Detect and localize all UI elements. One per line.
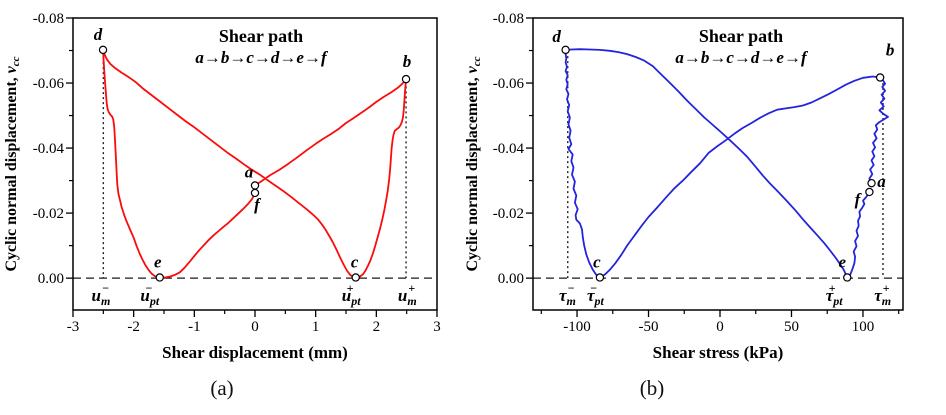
data-point-c-b — [595, 273, 605, 282]
shear-path-curve-b — [564, 48, 889, 279]
y-tick-label-a-3: -0.02 — [33, 206, 64, 222]
axis-annotation-b-3: τm+ — [874, 281, 891, 308]
x-tick-label-a-1: -2 — [127, 319, 140, 335]
data-point-d-b — [561, 45, 570, 55]
axis-annotation-a-2: upt+ — [342, 281, 361, 308]
data-point-e-b — [843, 273, 852, 282]
point-label-e-a: e — [154, 252, 162, 271]
data-point-a-b — [867, 178, 876, 188]
y-axis-title-a: Cyclic normal displacement, vcc — [3, 56, 22, 271]
point-label-e-b: e — [838, 252, 846, 271]
x-tick-label-b-4: 100 — [852, 319, 875, 335]
data-point-a-a — [250, 181, 260, 190]
point-label-c-b: c — [593, 252, 601, 271]
y-tick-label-b-4: 0.00 — [498, 271, 524, 287]
y-tick-label-b-2: -0.04 — [493, 141, 525, 157]
point-label-f-a: f — [254, 195, 262, 214]
y-tick-label-a-0: -0.08 — [33, 11, 64, 27]
x-axis-title-b: Shear stress (kPa) — [653, 343, 784, 362]
axis-annotation-b-2: τpt+ — [826, 281, 844, 308]
panel-b: -100 -50 0 50 100 -0.08 -0.06 -0.04 -0.02 0.00 a b c… — [464, 11, 904, 362]
data-point-f-a — [250, 188, 260, 198]
x-tick-label-b-1: -50 — [639, 319, 659, 335]
y-tick-label-b-3: -0.02 — [493, 206, 524, 222]
y-tick-label-a-4: 0.00 — [38, 271, 64, 287]
y-tick-label-b-0: -0.08 — [493, 11, 524, 27]
axis-annotation-b-0: τm− — [559, 281, 576, 308]
x-tick-label-a-3: 0 — [251, 319, 259, 335]
chart-subtitle-b: a→b→c→d→e→f — [675, 48, 809, 67]
x-tick-label-a-6: 3 — [433, 319, 441, 335]
point-label-c-a: c — [351, 252, 359, 271]
point-label-b-a: b — [403, 52, 412, 71]
shear-path-curve-a — [102, 49, 408, 279]
data-point-b-b — [875, 73, 885, 82]
x-tick-label-a-5: 2 — [373, 319, 381, 335]
point-label-d-b: d — [552, 27, 561, 46]
chart-subtitle-a: a→b→c→d→e→f — [195, 48, 329, 67]
axis-annotation-a-3: um+ — [398, 281, 417, 308]
x-tick-label-b-0: -100 — [563, 319, 591, 335]
point-label-f-b: f — [855, 190, 863, 209]
chart-title-a: Shear path — [219, 26, 303, 46]
chart-title-b: Shear path — [699, 26, 783, 46]
point-label-a-b: a — [877, 172, 886, 191]
x-tick-label-a-0: -3 — [67, 319, 80, 335]
axis-annotation-a-0: um− — [92, 281, 111, 308]
point-label-d-a: d — [94, 25, 103, 44]
data-point-b-a — [401, 74, 411, 84]
y-tick-label-b-1: -0.06 — [493, 76, 525, 92]
point-label-b-b: b — [886, 41, 895, 60]
data-point-c-a — [351, 273, 360, 282]
x-tick-label-a-2: -1 — [188, 319, 201, 335]
y-axis-title-b: Cyclic normal displacement, vcc — [464, 56, 483, 271]
x-tick-label-a-4: 1 — [312, 319, 320, 335]
x-tick-label-b-2: 0 — [716, 319, 724, 335]
panel-b-caption: (b) — [639, 376, 665, 400]
y-tick-label-a-2: -0.04 — [33, 141, 65, 157]
data-point-f-b — [865, 187, 874, 197]
x-axis-title-a: Shear displacement (mm) — [162, 343, 348, 362]
axis-annotation-a-1: upt− — [140, 281, 159, 308]
data-point-d-a — [98, 45, 108, 55]
axis-annotation-b-1: τpt− — [587, 281, 605, 308]
point-label-a-a: a — [245, 162, 254, 181]
plot-frame-b — [532, 17, 904, 311]
y-tick-label-a-1: -0.06 — [33, 76, 65, 92]
x-tick-label-b-3: 50 — [784, 319, 799, 335]
panel-a: -3 -2 -1 0 1 2 3 -0.08 -0.06 -0.04 -0.02 0.00 a b c d e f… — [3, 11, 441, 362]
data-point-e-a — [155, 273, 164, 282]
panel-a-caption: (a) — [210, 376, 234, 400]
